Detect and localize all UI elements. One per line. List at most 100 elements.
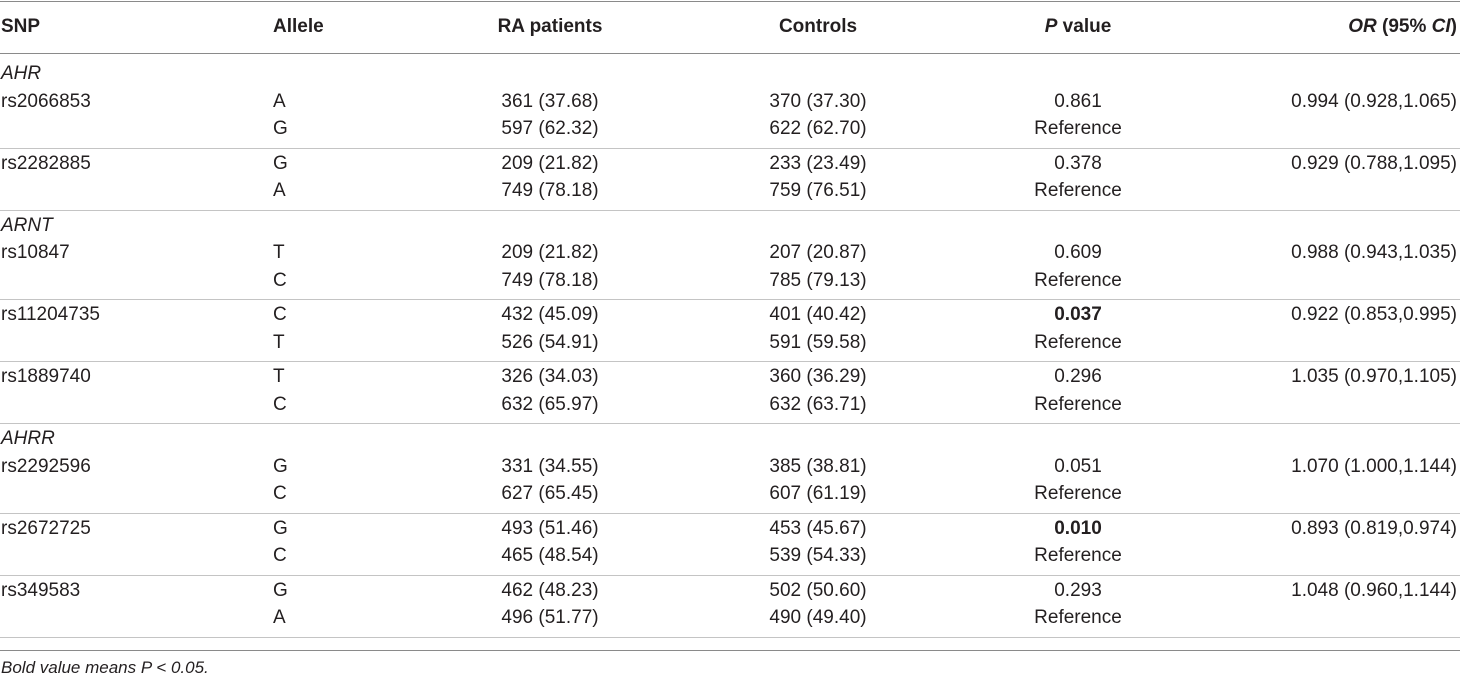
header-allele: Allele — [273, 16, 324, 37]
row-separator — [0, 299, 1460, 300]
snp-id: rs2066853 — [1, 90, 91, 112]
ra-patients-count: 209 (21.82) — [501, 242, 599, 263]
allele: G — [273, 517, 288, 539]
header-ra-patients: RA patients — [497, 16, 603, 37]
ra-patients-count: 326 (34.03) — [501, 366, 599, 387]
ra-patients-count: 462 (48.23) — [501, 579, 599, 601]
p-value: Reference — [1034, 545, 1122, 566]
snp-id: rs1889740 — [1, 366, 91, 387]
p-value: 0.051 — [1054, 455, 1102, 477]
p-value: Reference — [1034, 269, 1122, 291]
p-value: 0.010 — [1054, 517, 1102, 539]
controls-count: 632 (63.71) — [769, 393, 867, 415]
ra-patients-count: 749 (78.18) — [501, 180, 599, 201]
ra-patients-count: 361 (37.68) — [501, 90, 599, 112]
p-value: Reference — [1034, 607, 1122, 628]
odds-ratio-ci: 1.048 (0.960,1.144) — [1291, 579, 1457, 601]
p-value: 0.293 — [1054, 579, 1102, 601]
snp-id: rs10847 — [1, 242, 70, 263]
allele: C — [273, 269, 287, 291]
controls-count: 233 (23.49) — [769, 152, 867, 174]
odds-ratio-ci: 0.929 (0.788,1.095) — [1291, 152, 1457, 174]
controls-count: 502 (50.60) — [769, 579, 867, 601]
allele: T — [273, 242, 285, 263]
ra-patients-count: 493 (51.46) — [501, 517, 599, 539]
header-p-symbol: P — [1044, 16, 1058, 37]
header-or-symbol: OR — [1348, 16, 1377, 37]
row-separator — [0, 147, 1460, 149]
ra-patients-count: 597 (62.32) — [501, 118, 599, 139]
table-top-rule — [0, 1, 1460, 2]
allele: C — [273, 545, 287, 566]
ra-patients-count: 627 (65.45) — [501, 483, 599, 504]
gene-label: AHRR — [1, 428, 55, 449]
p-value: 0.861 — [1054, 90, 1102, 112]
snp-id: rs349583 — [1, 579, 81, 601]
header-ci-symbol: CI — [1431, 16, 1451, 37]
table-bottom-rule — [0, 650, 1460, 651]
header-controls: Controls — [778, 16, 858, 37]
allele: C — [273, 483, 287, 504]
ra-patients-count: 331 (34.55) — [501, 455, 599, 477]
row-separator — [0, 636, 1460, 638]
ra-patients-count: 432 (45.09) — [501, 304, 599, 325]
ra-patients-count: 209 (21.82) — [501, 152, 599, 174]
ra-patients-count: 465 (48.54) — [501, 545, 599, 566]
controls-count: 490 (49.40) — [769, 607, 867, 628]
controls-count: 539 (54.33) — [769, 545, 867, 566]
header-or-text: (95% — [1376, 16, 1432, 37]
controls-count: 453 (45.67) — [769, 517, 867, 539]
table-footnote: Bold value means P < 0.05. — [1, 658, 209, 677]
p-value: Reference — [1034, 483, 1122, 504]
gene-label: AHR — [1, 63, 42, 84]
odds-ratio-ci: 0.922 (0.853,0.995) — [1291, 304, 1457, 325]
row-separator — [0, 574, 1460, 576]
controls-count: 207 (20.87) — [769, 242, 867, 263]
row-separator — [0, 361, 1460, 362]
p-value: Reference — [1034, 393, 1122, 415]
odds-ratio-ci: 0.893 (0.819,0.974) — [1291, 517, 1457, 539]
controls-count: 607 (61.19) — [769, 483, 867, 504]
allele: G — [273, 455, 288, 477]
header-p-value: P value — [968, 15, 1188, 39]
snp-id: rs11204735 — [1, 304, 100, 325]
controls-count: 385 (38.81) — [769, 455, 867, 477]
header-odds-ratio: OR (95% CI) — [1348, 15, 1457, 39]
header-p-text: value — [1057, 16, 1112, 37]
controls-count: 785 (79.13) — [769, 269, 867, 291]
row-separator — [0, 512, 1460, 514]
ra-patients-count: 496 (51.77) — [501, 607, 599, 628]
odds-ratio-ci: 0.988 (0.943,1.035) — [1291, 242, 1457, 263]
header-or-close: ) — [1450, 16, 1457, 37]
p-value: 0.378 — [1054, 152, 1102, 174]
allele: G — [273, 152, 288, 174]
odds-ratio-ci: 0.994 (0.928,1.065) — [1291, 90, 1457, 112]
allele: A — [273, 90, 286, 112]
p-value: Reference — [1034, 180, 1122, 201]
p-value: 0.296 — [1054, 366, 1102, 387]
allele: T — [273, 366, 285, 387]
controls-count: 370 (37.30) — [769, 90, 867, 112]
p-value: Reference — [1034, 331, 1122, 353]
controls-count: 622 (62.70) — [769, 118, 867, 139]
odds-ratio-ci: 1.035 (0.970,1.105) — [1291, 366, 1457, 387]
ra-patients-count: 526 (54.91) — [501, 331, 599, 353]
allele: A — [273, 180, 286, 201]
p-value: 0.037 — [1054, 304, 1102, 325]
row-separator — [0, 423, 1460, 424]
header-bottom-rule — [0, 53, 1460, 54]
controls-count: 759 (76.51) — [769, 180, 867, 201]
snp-id: rs2292596 — [1, 455, 91, 477]
gene-label: ARNT — [1, 214, 53, 236]
snp-id: rs2672725 — [1, 517, 91, 539]
row-separator — [0, 209, 1460, 211]
controls-count: 591 (59.58) — [769, 331, 867, 353]
snp-id: rs2282885 — [1, 152, 91, 174]
allele: G — [273, 118, 288, 139]
controls-count: 360 (36.29) — [769, 366, 867, 387]
header-snp: SNP — [1, 16, 41, 37]
allele: A — [273, 607, 286, 628]
allele: C — [273, 304, 287, 325]
p-value: 0.609 — [1054, 242, 1102, 263]
ra-patients-count: 632 (65.97) — [501, 393, 599, 415]
